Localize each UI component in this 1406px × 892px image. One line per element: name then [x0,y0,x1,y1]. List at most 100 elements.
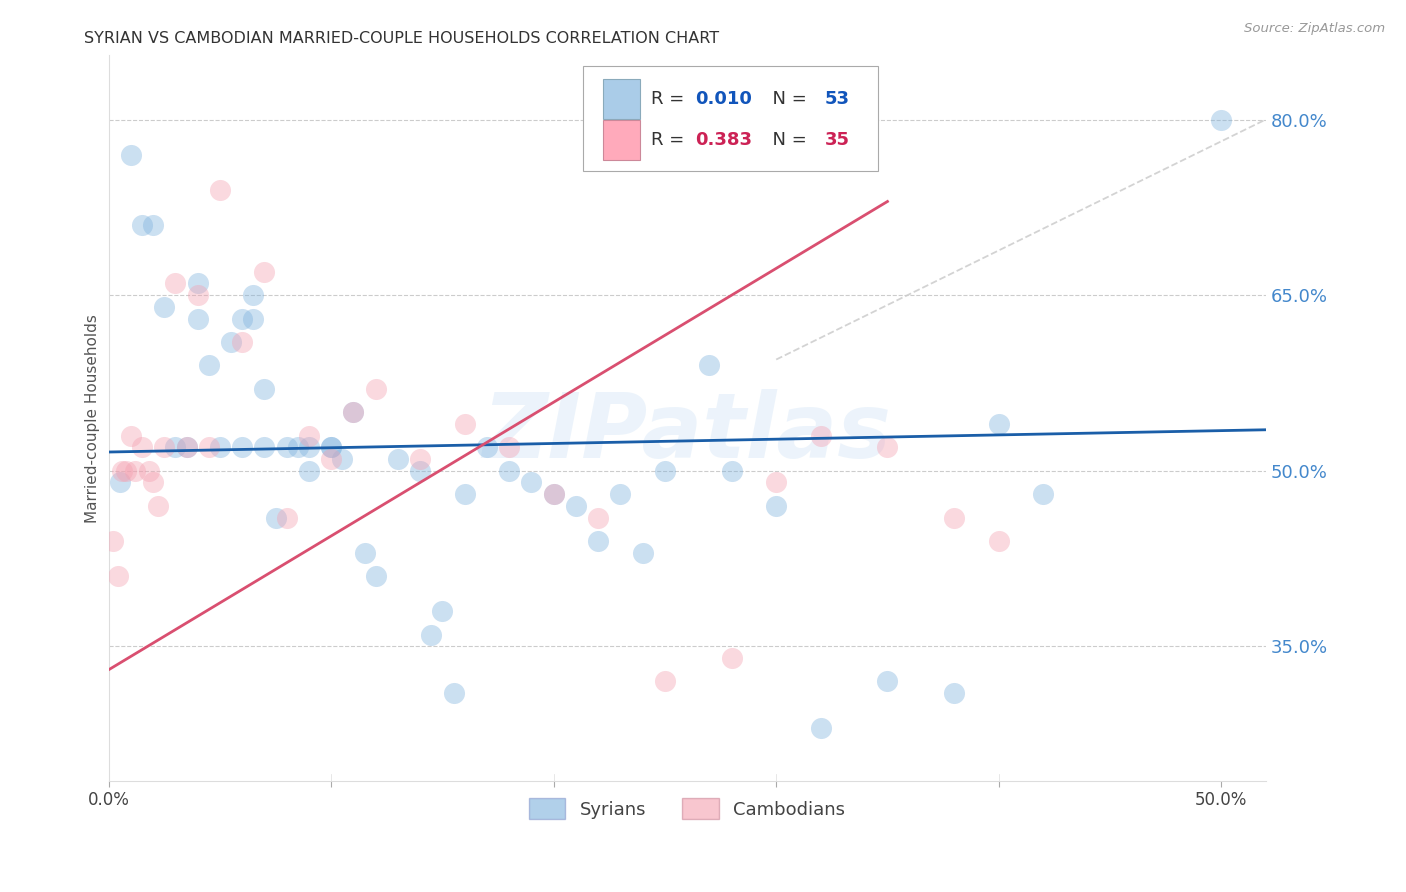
Point [342,405,364,419]
Point [498,464,520,478]
Point [420,627,443,641]
Point [187,277,209,291]
Point [298,464,321,478]
Point [409,452,432,467]
FancyBboxPatch shape [603,120,640,161]
Point [409,464,432,478]
Text: SYRIAN VS CAMBODIAN MARRIED-COUPLE HOUSEHOLDS CORRELATION CHART: SYRIAN VS CAMBODIAN MARRIED-COUPLE HOUSE… [84,31,720,46]
Point [876,440,898,454]
Point [298,428,321,442]
Point [253,265,276,279]
Point [543,487,565,501]
Point [287,440,309,454]
Point [565,499,588,513]
Point [197,359,219,373]
FancyBboxPatch shape [583,66,879,171]
Point [720,464,742,478]
Point [364,569,387,583]
Point [987,417,1010,431]
Point [115,464,138,478]
Point [586,533,609,548]
Point [631,546,654,560]
Point [197,440,219,454]
Point [276,510,298,524]
Point [124,464,146,478]
Point [298,440,321,454]
Point [242,288,264,302]
Text: N =: N = [761,90,813,108]
Point [654,464,676,478]
Point [187,288,209,302]
Text: 35: 35 [825,131,849,149]
Point [543,487,565,501]
Point [176,440,198,454]
Point [720,651,742,665]
Point [609,487,631,501]
Point [987,533,1010,548]
Point [699,359,721,373]
Text: N =: N = [761,131,813,149]
Point [353,546,375,560]
Point [1032,487,1054,501]
Point [253,382,276,396]
Point [187,311,209,326]
Point [276,440,298,454]
Point [165,277,187,291]
Point [142,475,165,490]
Point [142,218,165,232]
Point [321,440,343,454]
Point [219,334,242,349]
Text: 0.010: 0.010 [696,90,752,108]
Point [498,440,520,454]
Point [107,569,129,583]
Point [231,311,253,326]
Point [321,440,343,454]
Legend: Syrians, Cambodians: Syrians, Cambodians [522,791,852,826]
Point [138,464,160,478]
Point [810,428,832,442]
Point [231,440,253,454]
Point [264,510,287,524]
Text: ZIPatlas: ZIPatlas [482,389,891,476]
Point [120,147,142,161]
Point [242,311,264,326]
Point [943,686,966,700]
Point [453,417,475,431]
Point [108,475,131,490]
Text: 53: 53 [825,90,849,108]
FancyBboxPatch shape [603,79,640,119]
Point [253,440,276,454]
Point [765,475,787,490]
Point [654,674,676,689]
Point [208,440,231,454]
Y-axis label: Married-couple Households: Married-couple Households [86,314,100,523]
Point [131,440,153,454]
Point [810,721,832,735]
Point [443,686,465,700]
Point [453,487,475,501]
Point [208,183,231,197]
Text: R =: R = [651,131,690,149]
Point [342,405,364,419]
Point [876,674,898,689]
Point [432,604,454,618]
Point [153,440,176,454]
Point [176,440,198,454]
Point [520,475,543,490]
Point [146,499,169,513]
Point [387,452,409,467]
Point [364,382,387,396]
Point [1211,112,1233,127]
Point [765,499,787,513]
Point [321,452,343,467]
Point [131,218,153,232]
Text: Source: ZipAtlas.com: Source: ZipAtlas.com [1244,22,1385,36]
Point [475,440,498,454]
Point [943,510,966,524]
Point [231,334,253,349]
Point [101,533,124,548]
Text: R =: R = [651,90,690,108]
Point [165,440,187,454]
Point [111,464,134,478]
Text: 0.383: 0.383 [696,131,752,149]
